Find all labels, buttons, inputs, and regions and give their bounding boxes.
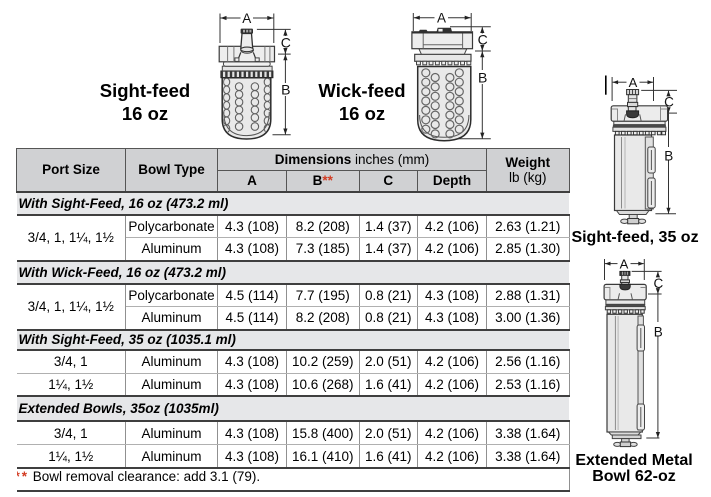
svg-text:C: C [478, 32, 488, 48]
svg-text:A: A [620, 256, 629, 271]
svg-text:B: B [478, 69, 487, 85]
svg-text:A: A [242, 11, 251, 26]
svg-text:A: A [629, 75, 638, 90]
svg-text:C: C [664, 95, 674, 110]
svg-text:B: B [281, 81, 290, 97]
svg-text:C: C [654, 276, 664, 291]
svg-text:B: B [654, 325, 663, 340]
svg-text:C: C [281, 34, 291, 50]
svg-text:A: A [437, 11, 446, 26]
svg-text:B: B [664, 149, 673, 164]
